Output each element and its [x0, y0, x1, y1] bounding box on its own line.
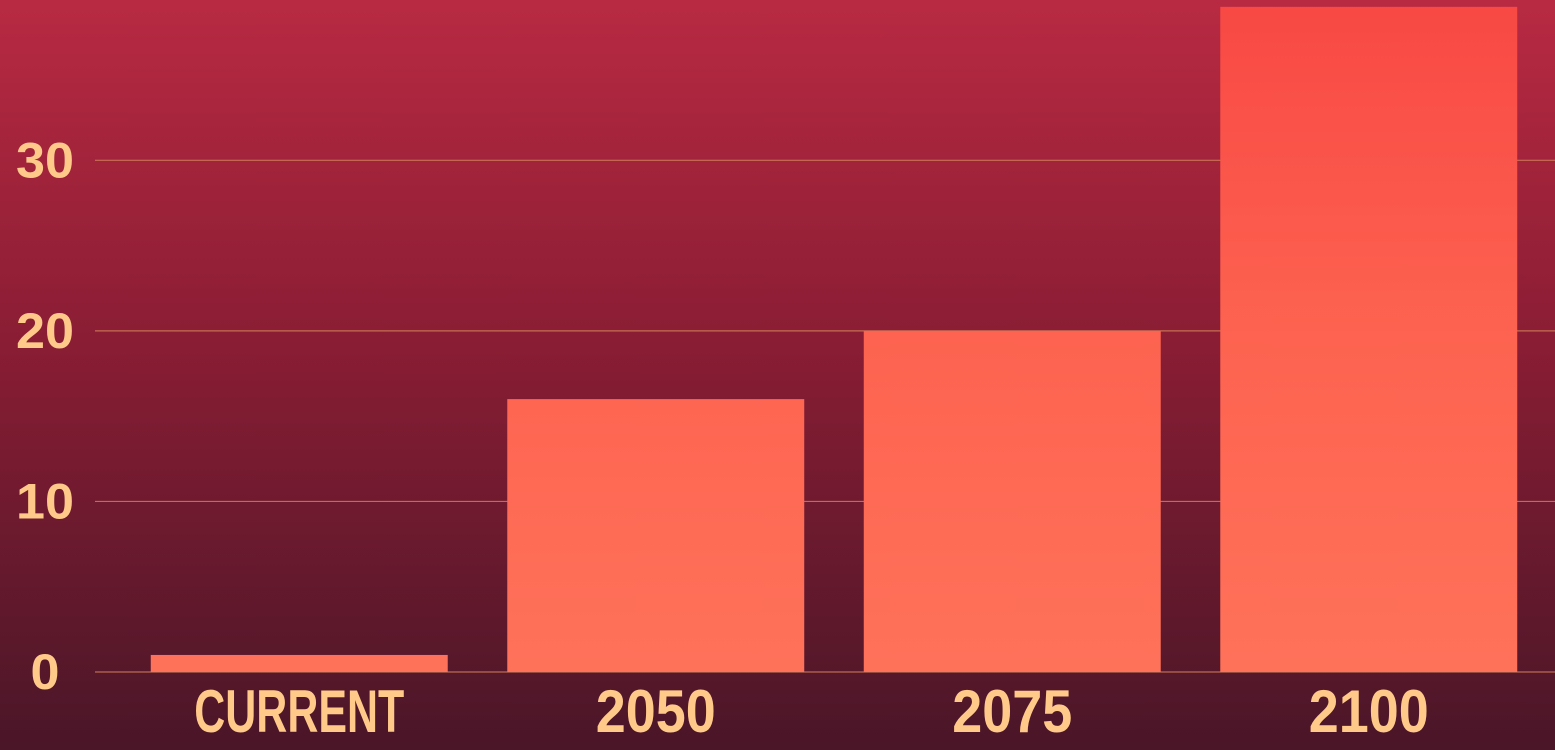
bar	[150, 654, 448, 672]
y-tick-label: 30	[16, 133, 74, 189]
x-tick-label: 2100	[1309, 678, 1429, 745]
bar	[1220, 6, 1518, 673]
y-tick-label: 0	[31, 644, 60, 700]
x-tick-label: CURRENT	[194, 678, 404, 745]
x-tick-label: 2075	[952, 678, 1072, 745]
bar	[863, 330, 1161, 672]
y-tick-label: 10	[16, 474, 74, 530]
bar	[507, 399, 805, 672]
y-tick-label: 20	[16, 303, 74, 359]
x-tick-label: 2050	[596, 678, 716, 745]
